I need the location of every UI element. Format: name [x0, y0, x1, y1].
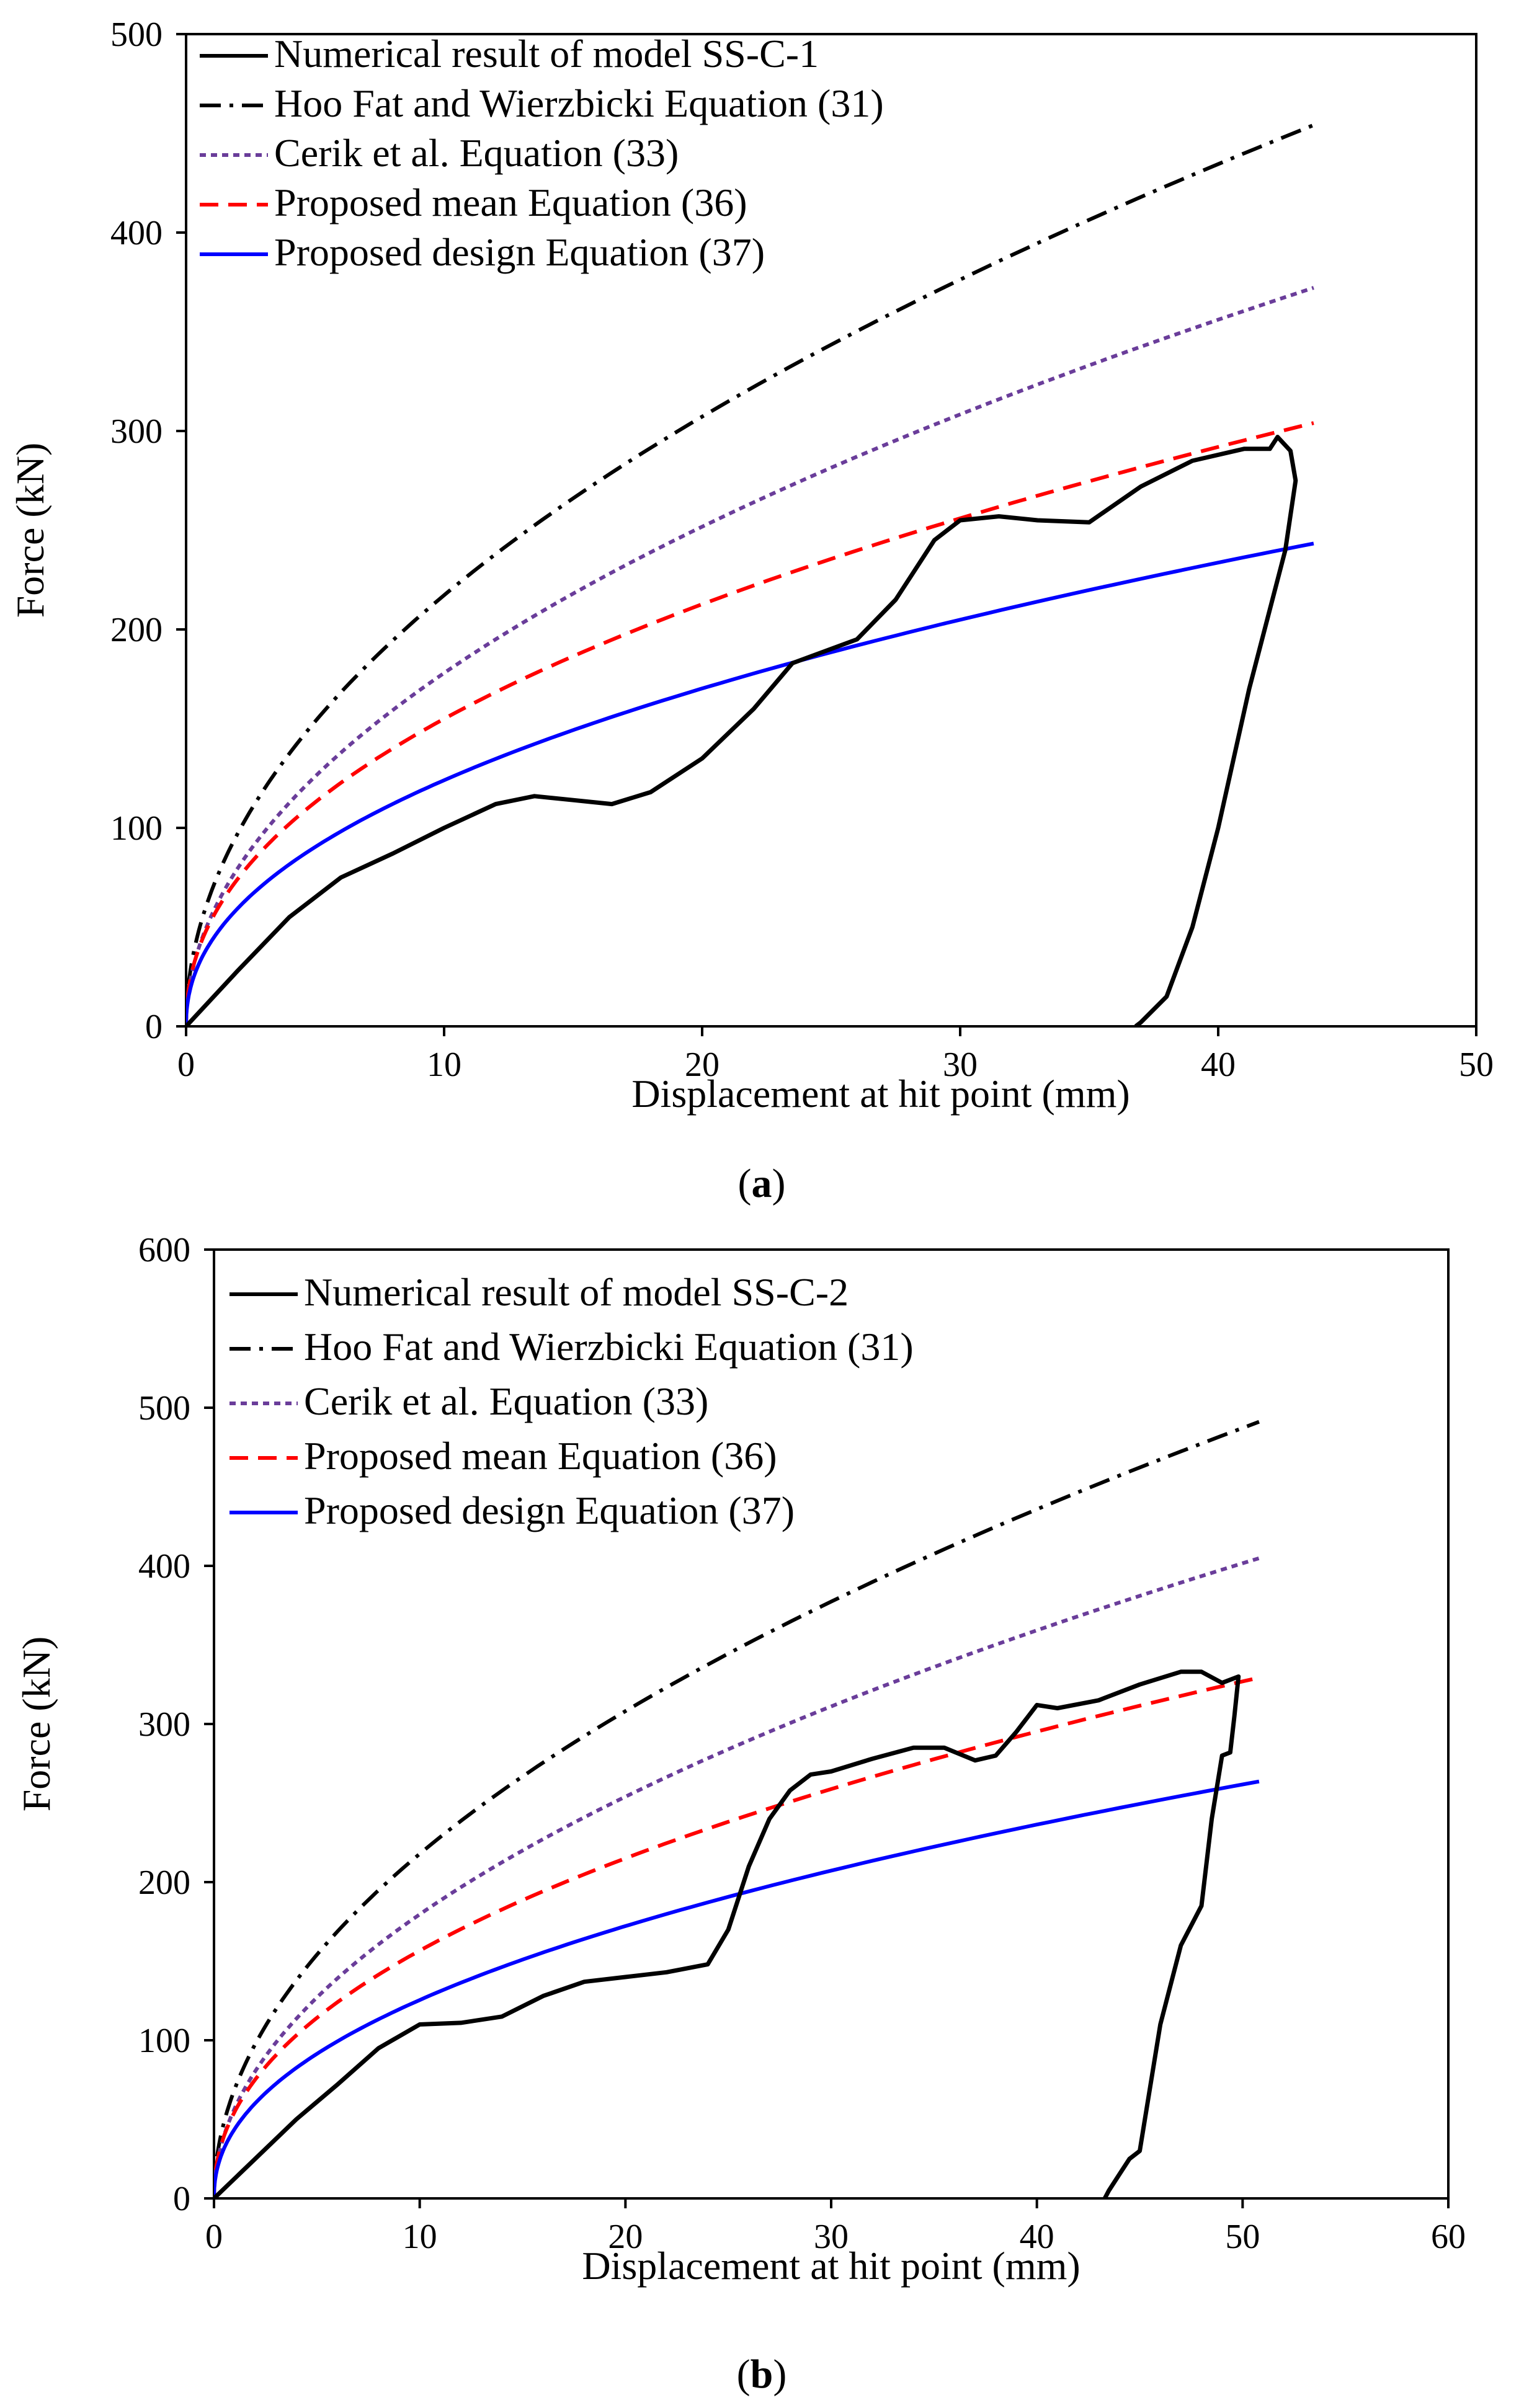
y-axis-label: Force (kN)	[14, 1637, 58, 1812]
legend-label: Cerik et al. Equation (33)	[304, 1379, 708, 1423]
y-tick-label: 200	[110, 611, 163, 649]
series-line-3	[186, 421, 1314, 1026]
x-tick-label: 0	[205, 2218, 223, 2256]
y-tick-label: 500	[138, 1389, 190, 1428]
chart-panel-a: 0 10 20 30 40 500100200300400500Displacement …	[8, 16, 1494, 1206]
legend-label: Proposed mean Equation (36)	[304, 1434, 777, 1478]
legend-label: Cerik et al. Equation (33)	[274, 131, 679, 175]
chart-panel-b: 0 10 20 30 40 50 600100200300400500600Displace…	[14, 1231, 1466, 2397]
legend-label: Hoo Fat and Wierzbicki Equation (31)	[304, 1325, 914, 1369]
legend-label: Hoo Fat and Wierzbicki Equation (31)	[274, 81, 884, 125]
x-tick-label: 20	[685, 1046, 720, 1084]
y-tick-label: 0	[173, 2180, 190, 2218]
x-axis-label: Displacement at hit point (mm)	[631, 1072, 1130, 1116]
series-line-4	[214, 1779, 1260, 2198]
x-tick-label: 50	[1225, 2218, 1260, 2256]
y-tick-label: 200	[138, 1864, 190, 1902]
series-line-3	[214, 1676, 1260, 2198]
legend-label: Proposed design Equation (37)	[304, 1488, 795, 1532]
y-tick-label: 300	[138, 1705, 190, 1744]
legend-label: Numerical result of model SS-C-2	[304, 1270, 849, 1314]
x-tick-label: 50	[1459, 1046, 1494, 1084]
y-tick-label: 300	[110, 412, 163, 451]
panel-caption: (a)	[738, 1161, 786, 1206]
x-tick-label: 0	[177, 1046, 195, 1084]
series-line-0	[214, 1669, 1241, 2198]
x-tick-label: 60	[1431, 2218, 1466, 2256]
y-tick-label: 600	[138, 1231, 190, 1269]
series-line-2	[186, 286, 1314, 1026]
x-tick-label: 40	[1020, 2218, 1054, 2256]
x-tick-label: 10	[427, 1046, 461, 1084]
legend-label: Proposed design Equation (37)	[274, 230, 765, 274]
series-line-1	[214, 1419, 1260, 2198]
legend-label: Numerical result of model SS-C-1	[274, 32, 819, 76]
legend-label: Proposed mean Equation (36)	[274, 180, 747, 224]
series-line-2	[214, 1556, 1260, 2198]
panel-caption: (b)	[737, 2352, 787, 2397]
x-tick-label: 30	[943, 1046, 978, 1084]
y-tick-label: 0	[145, 1008, 163, 1046]
y-axis-label: Force (kN)	[8, 443, 52, 618]
series-line-0	[186, 435, 1298, 1026]
x-tick-label: 10	[403, 2218, 437, 2256]
series-line-1	[186, 123, 1315, 1026]
plot-frame	[185, 33, 1477, 1028]
y-tick-label: 100	[110, 809, 163, 848]
x-axis-label: Displacement at hit point (mm)	[582, 2244, 1080, 2288]
y-tick-label: 100	[138, 2022, 190, 2060]
series-line-4	[186, 541, 1314, 1026]
y-tick-label: 400	[110, 214, 163, 252]
y-tick-label: 500	[110, 16, 163, 54]
x-tick-label: 20	[608, 2218, 643, 2256]
x-tick-label: 40	[1201, 1046, 1236, 1084]
x-tick-label: 30	[814, 2218, 849, 2256]
y-tick-label: 400	[138, 1547, 190, 1586]
